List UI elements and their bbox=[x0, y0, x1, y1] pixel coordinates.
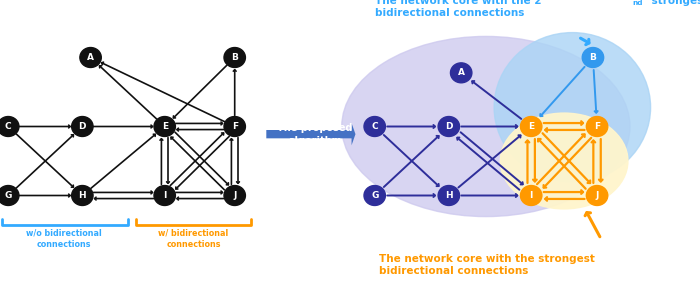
Circle shape bbox=[154, 117, 176, 136]
Text: B: B bbox=[589, 53, 596, 62]
Circle shape bbox=[0, 117, 19, 136]
Circle shape bbox=[0, 186, 19, 205]
Circle shape bbox=[80, 48, 101, 68]
Circle shape bbox=[582, 48, 603, 68]
Ellipse shape bbox=[342, 36, 630, 216]
Text: J: J bbox=[596, 191, 598, 200]
Text: C: C bbox=[5, 122, 11, 131]
Text: w/ bidirectional
connections: w/ bidirectional connections bbox=[158, 228, 229, 248]
Circle shape bbox=[364, 186, 386, 205]
Text: B: B bbox=[231, 53, 238, 62]
Text: bidirectional connections: bidirectional connections bbox=[374, 8, 524, 19]
Text: J: J bbox=[233, 191, 237, 200]
Ellipse shape bbox=[500, 113, 628, 209]
Text: w/o bidirectional
connections: w/o bidirectional connections bbox=[27, 228, 102, 248]
Circle shape bbox=[438, 186, 459, 205]
Circle shape bbox=[451, 63, 472, 83]
Text: A: A bbox=[458, 68, 465, 77]
Text: I: I bbox=[163, 191, 167, 200]
Circle shape bbox=[587, 186, 608, 205]
Text: D: D bbox=[445, 122, 453, 131]
Text: strongest: strongest bbox=[648, 0, 700, 6]
Circle shape bbox=[438, 117, 459, 136]
Circle shape bbox=[224, 186, 246, 205]
Text: nd: nd bbox=[633, 0, 643, 6]
Circle shape bbox=[521, 117, 542, 136]
Text: The proposed
algorithm: The proposed algorithm bbox=[277, 123, 353, 146]
Text: E: E bbox=[528, 122, 534, 131]
Text: The network core with the 2: The network core with the 2 bbox=[374, 0, 541, 6]
Text: H: H bbox=[78, 191, 86, 200]
Text: H: H bbox=[445, 191, 453, 200]
Text: D: D bbox=[78, 122, 86, 131]
Text: F: F bbox=[594, 122, 600, 131]
Circle shape bbox=[224, 117, 246, 136]
Circle shape bbox=[521, 186, 542, 205]
Circle shape bbox=[71, 186, 93, 205]
Text: G: G bbox=[371, 191, 379, 200]
Text: bidirectional connections: bidirectional connections bbox=[379, 266, 528, 276]
Text: A: A bbox=[87, 53, 94, 62]
Circle shape bbox=[71, 117, 93, 136]
Text: F: F bbox=[232, 122, 238, 131]
Circle shape bbox=[587, 117, 608, 136]
Text: E: E bbox=[162, 122, 168, 131]
Text: G: G bbox=[4, 191, 12, 200]
Text: C: C bbox=[372, 122, 378, 131]
Circle shape bbox=[154, 186, 176, 205]
Circle shape bbox=[364, 117, 386, 136]
Ellipse shape bbox=[494, 33, 650, 182]
Text: I: I bbox=[529, 191, 533, 200]
Circle shape bbox=[224, 48, 246, 68]
Text: The network core with the strongest: The network core with the strongest bbox=[379, 254, 595, 264]
